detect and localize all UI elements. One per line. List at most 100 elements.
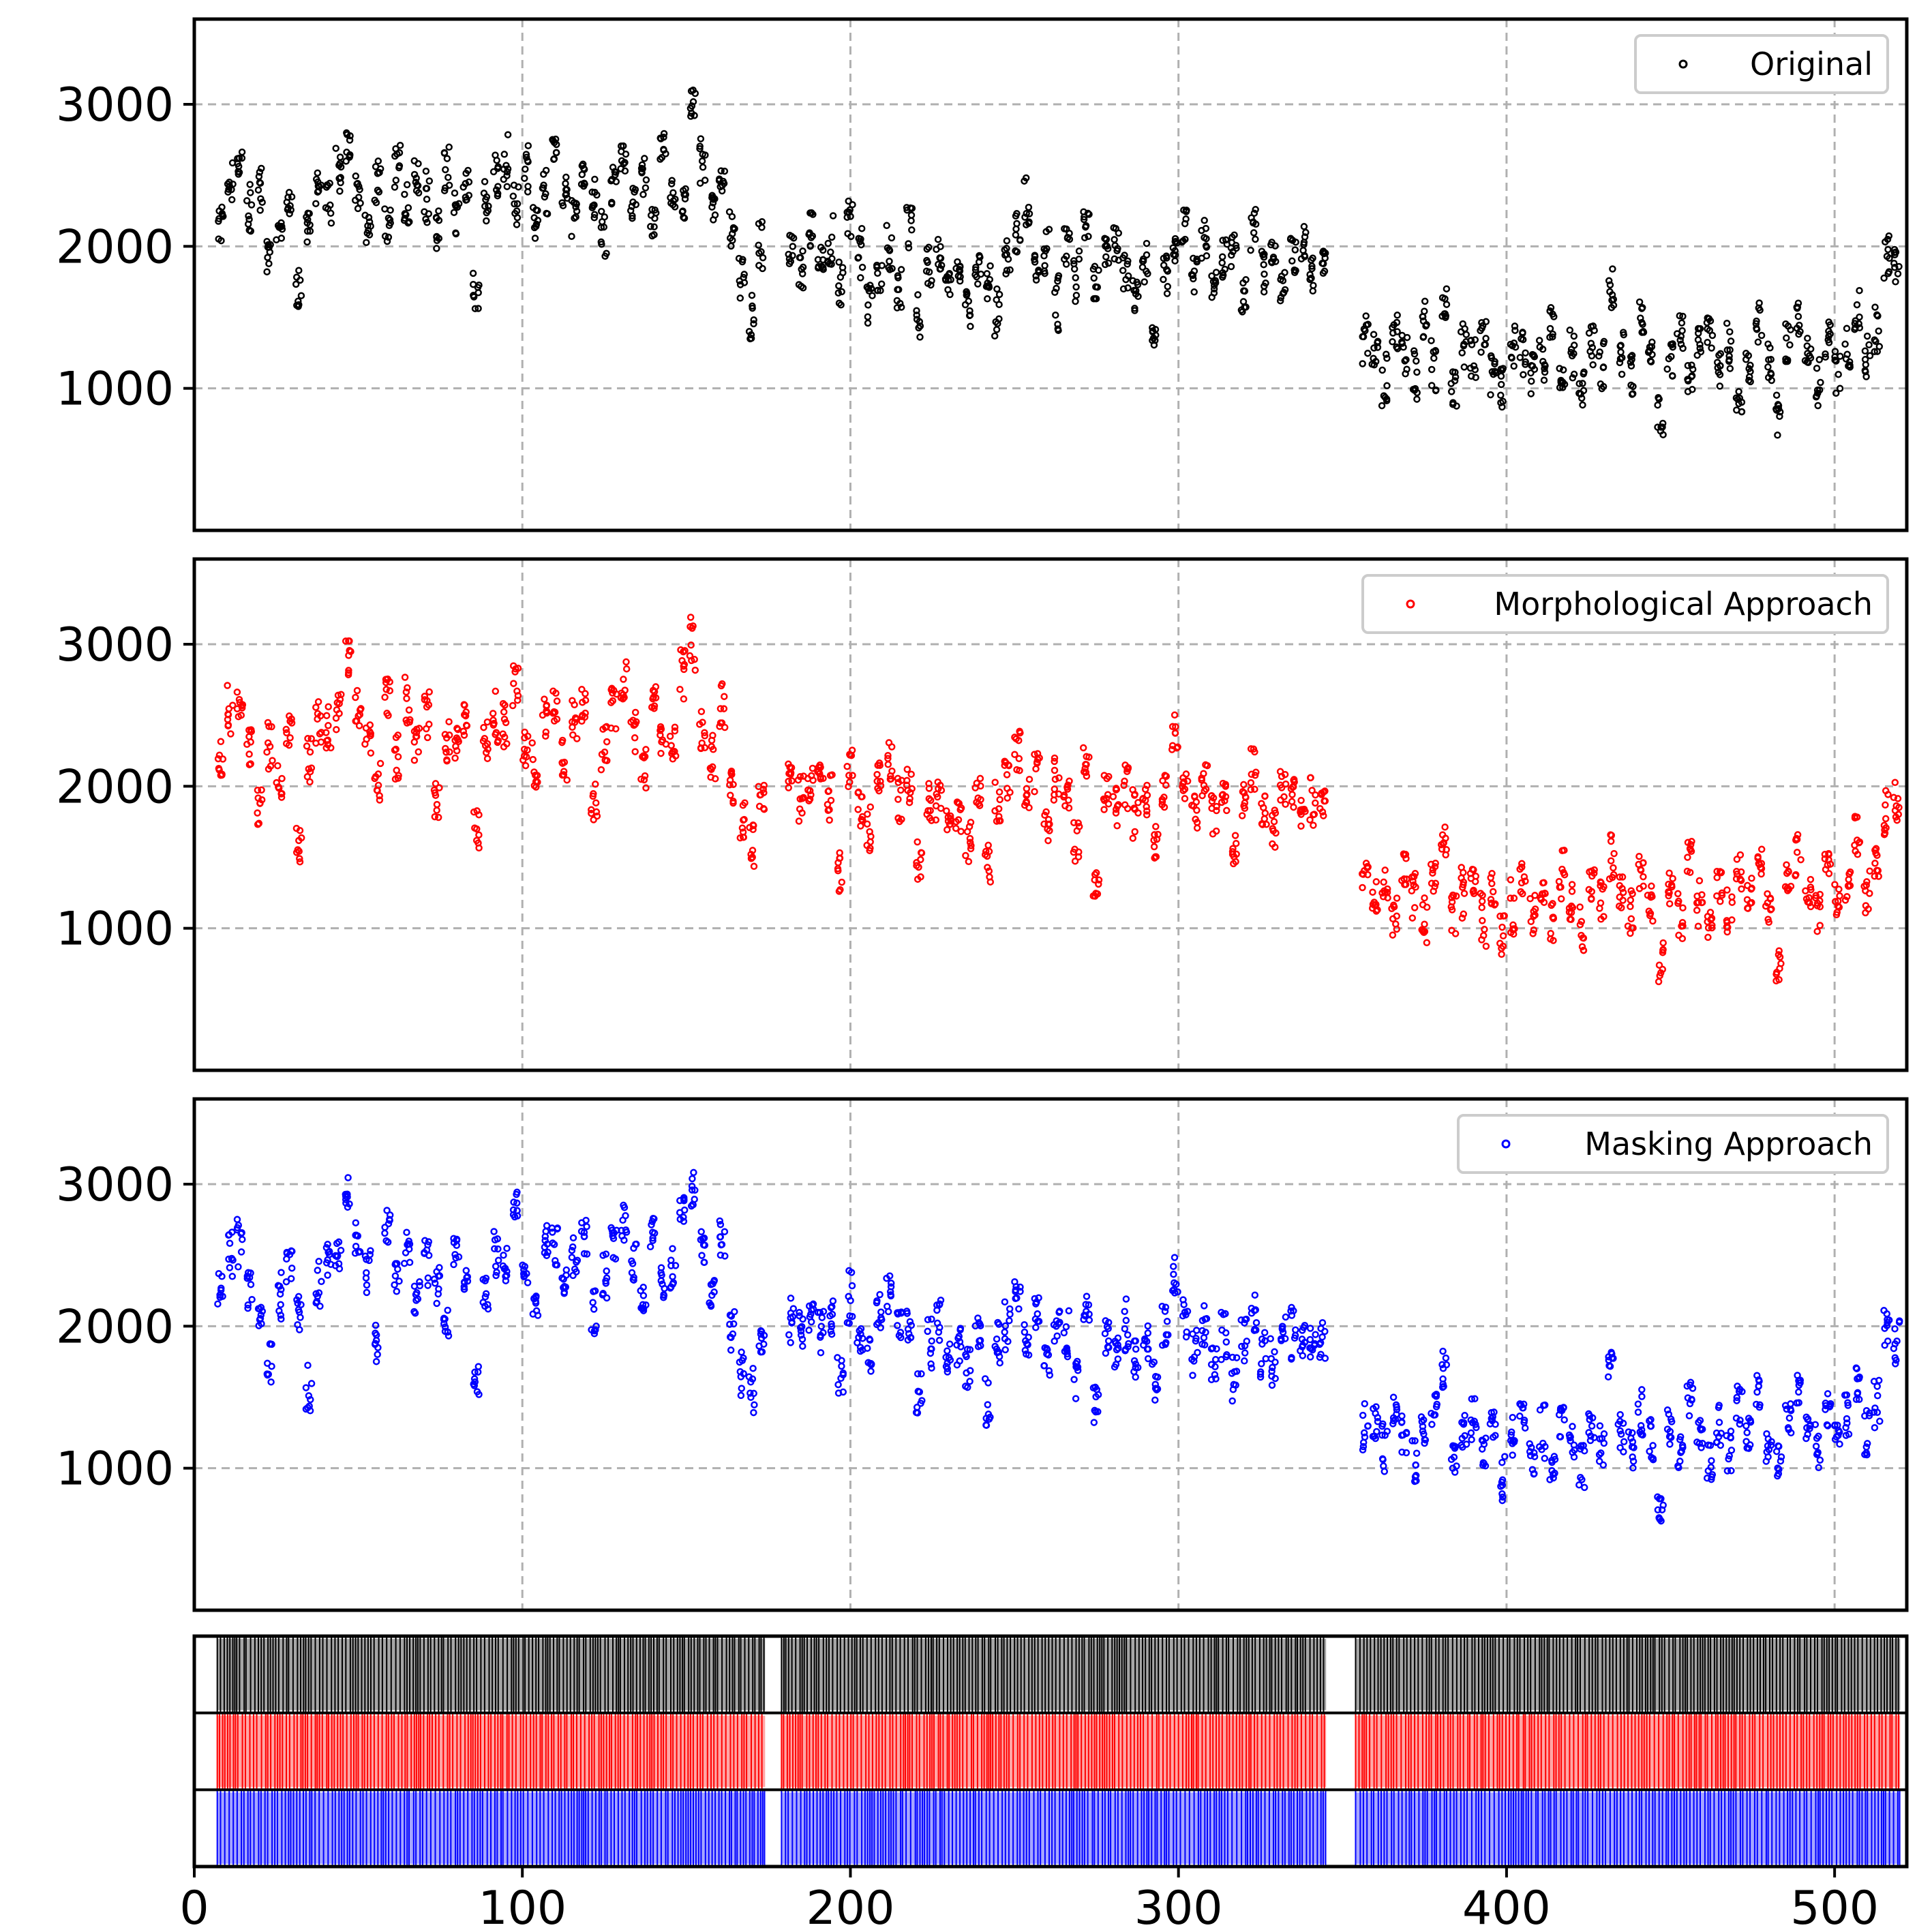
data-point xyxy=(382,676,390,683)
data-point xyxy=(883,222,890,230)
data-point xyxy=(1558,847,1566,855)
data-point xyxy=(923,245,931,253)
data-point xyxy=(443,155,451,162)
data-point xyxy=(1676,1436,1684,1444)
data-point xyxy=(843,209,851,216)
data-point xyxy=(590,211,599,218)
data-point xyxy=(592,799,600,806)
data-point xyxy=(1510,894,1518,902)
data-point xyxy=(384,1220,393,1228)
data-point xyxy=(277,790,285,798)
data-point xyxy=(1288,1303,1295,1312)
data-point xyxy=(1824,1390,1832,1398)
data-point xyxy=(1841,896,1850,904)
data-point xyxy=(383,237,391,245)
data-point xyxy=(1551,1455,1559,1464)
data-point xyxy=(1361,1400,1369,1408)
data-point xyxy=(1703,1474,1711,1482)
data-point xyxy=(1482,335,1490,342)
data-point xyxy=(638,161,646,169)
data-point xyxy=(558,199,566,207)
data-point xyxy=(708,203,716,211)
data-point xyxy=(609,1229,616,1237)
data-point xyxy=(1704,338,1711,346)
data-point xyxy=(1795,1399,1802,1406)
data-point xyxy=(1792,834,1800,843)
data-point xyxy=(612,171,619,179)
data-point xyxy=(1372,1403,1380,1410)
data-point xyxy=(1172,723,1179,731)
data-point xyxy=(1192,815,1199,824)
data-point xyxy=(957,828,965,835)
data-point xyxy=(1271,242,1279,250)
data-point xyxy=(1280,793,1288,801)
data-point xyxy=(1744,881,1751,890)
data-point xyxy=(1359,1443,1368,1451)
data-point xyxy=(1055,774,1063,782)
data-point xyxy=(322,1259,331,1267)
data-point xyxy=(966,307,973,315)
data-point xyxy=(1507,894,1514,902)
data-point xyxy=(1013,220,1021,228)
data-point xyxy=(1306,1335,1314,1344)
data-point xyxy=(867,1368,875,1375)
legend: Morphological Approach xyxy=(1361,574,1889,634)
data-point xyxy=(492,151,499,159)
data-point xyxy=(1320,250,1328,258)
data-point xyxy=(1041,269,1048,277)
data-point xyxy=(1300,223,1308,230)
data-point xyxy=(1684,839,1692,847)
data-point xyxy=(1865,341,1873,349)
data-point xyxy=(1370,344,1378,352)
data-point xyxy=(1306,1344,1314,1352)
data-point xyxy=(1182,770,1190,778)
data-point xyxy=(741,799,749,806)
data-point xyxy=(1276,768,1284,776)
data-point xyxy=(215,1269,223,1278)
data-point xyxy=(602,1277,609,1285)
data-point xyxy=(229,1256,237,1264)
data-point xyxy=(729,1330,737,1338)
data-point xyxy=(1875,327,1882,335)
data-point xyxy=(445,731,453,739)
data-point xyxy=(1119,285,1128,293)
data-point xyxy=(1230,860,1237,868)
data-point xyxy=(1530,1449,1538,1457)
data-point xyxy=(641,155,648,162)
data-point xyxy=(1046,1371,1054,1379)
data-point xyxy=(1132,1337,1139,1345)
data-point xyxy=(1733,856,1741,863)
data-point xyxy=(481,1293,489,1301)
data-point xyxy=(984,864,991,871)
data-point xyxy=(923,256,931,265)
data-point xyxy=(445,718,453,725)
data-point xyxy=(1182,215,1190,223)
data-point xyxy=(750,862,758,871)
data-point xyxy=(541,695,548,703)
data-point xyxy=(607,177,615,185)
data-point xyxy=(1498,1496,1506,1505)
data-point xyxy=(1053,1332,1061,1340)
data-point xyxy=(333,699,342,707)
data-point xyxy=(1392,920,1400,928)
data-point xyxy=(335,175,343,183)
data-point xyxy=(1579,401,1586,409)
data-point xyxy=(423,725,430,733)
data-point xyxy=(629,184,637,192)
data-point xyxy=(1490,1408,1498,1416)
data-point xyxy=(521,728,528,736)
data-point xyxy=(243,197,251,205)
data-point xyxy=(1856,286,1863,295)
data-point xyxy=(1894,795,1902,802)
data-point xyxy=(1718,889,1726,897)
data-point xyxy=(1529,930,1537,937)
data-point xyxy=(513,1207,521,1215)
data-point xyxy=(612,1255,620,1263)
data-point xyxy=(1124,284,1132,292)
data-point xyxy=(1852,317,1859,324)
data-point xyxy=(451,754,459,762)
data-point xyxy=(849,772,856,779)
data-point xyxy=(883,1274,890,1282)
data-point xyxy=(1104,800,1113,808)
